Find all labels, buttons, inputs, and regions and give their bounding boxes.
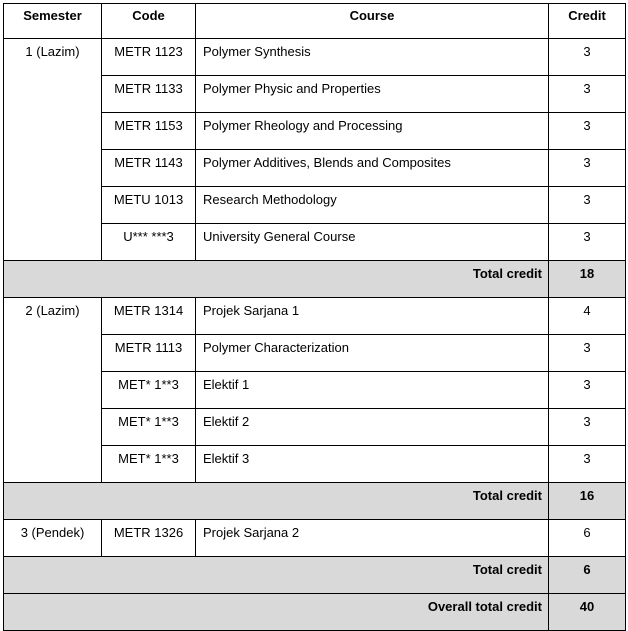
course-credit: 3 (548, 408, 626, 446)
course-code: METU 1013 (101, 186, 196, 224)
course-code: METR 1143 (101, 149, 196, 187)
table-row: METR 1153 Polymer Rheology and Processin… (4, 112, 626, 150)
total-credit-value: 18 (548, 260, 626, 298)
course-name: Polymer Rheology and Processing (195, 112, 549, 150)
overall-total-value: 40 (548, 593, 626, 631)
course-name: Polymer Additives, Blends and Composites (195, 149, 549, 187)
table-row: 3 (Pendek) METR 1326 Projek Sarjana 2 6 (3, 519, 626, 557)
course-credit: 3 (548, 445, 626, 483)
course-credit: 3 (548, 371, 626, 409)
course-code: U*** ***3 (101, 223, 196, 261)
total-credit-value: 16 (548, 482, 626, 520)
table-row: METU 1013 Research Methodology 3 (4, 186, 626, 224)
total-credit-label: Total credit (3, 482, 549, 520)
course-credit: 6 (548, 519, 626, 557)
semester-label: 2 (Lazim) (3, 297, 102, 483)
table-row: U*** ***3 University General Course 3 (4, 223, 626, 261)
course-name: Polymer Physic and Properties (195, 75, 549, 113)
course-name: Polymer Characterization (195, 334, 549, 372)
header-code: Code (101, 3, 196, 39)
total-row: Total credit 16 (3, 482, 626, 520)
course-code: METR 1153 (101, 112, 196, 150)
course-credit: 3 (548, 334, 626, 372)
course-code: MET* 1**3 (101, 371, 196, 409)
course-name: Elektif 1 (195, 371, 549, 409)
table-row: METR 1113 Polymer Characterization 3 (4, 334, 626, 372)
course-code: MET* 1**3 (101, 408, 196, 446)
credit-table: Semester Code Course Credit 1 (Lazim) ME… (3, 3, 626, 631)
course-credit: 3 (548, 75, 626, 113)
course-name: University General Course (195, 223, 549, 261)
total-credit-label: Total credit (3, 556, 549, 594)
overall-total-label: Overall total credit (3, 593, 549, 631)
course-name: Polymer Synthesis (195, 38, 549, 76)
course-code: METR 1326 (101, 519, 196, 557)
course-code: METR 1314 (101, 297, 196, 335)
header-semester: Semester (3, 3, 102, 39)
course-name: Projek Sarjana 2 (195, 519, 549, 557)
semester-label: 3 (Pendek) (3, 519, 102, 557)
total-credit-value: 6 (548, 556, 626, 594)
course-code: MET* 1**3 (101, 445, 196, 483)
header-credit: Credit (548, 3, 626, 39)
semester-label: 1 (Lazim) (3, 38, 102, 261)
total-row: Total credit 18 (3, 260, 626, 298)
course-credit: 4 (548, 297, 626, 335)
table-row: MET* 1**3 Elektif 1 3 (4, 371, 626, 409)
table-row: 1 (Lazim) METR 1123 Polymer Synthesis 3 (3, 38, 626, 261)
course-credit: 3 (548, 149, 626, 187)
course-code: METR 1113 (101, 334, 196, 372)
course-credit: 3 (548, 112, 626, 150)
course-credit: 3 (548, 38, 626, 76)
overall-total-row: Overall total credit 40 (3, 593, 626, 631)
total-credit-label: Total credit (3, 260, 549, 298)
total-row: Total credit 6 (3, 556, 626, 594)
header-course: Course (195, 3, 549, 39)
course-credit: 3 (548, 186, 626, 224)
table-row: 2 (Lazim) METR 1314 Projek Sarjana 1 4 (3, 297, 626, 483)
table-row: METR 1133 Polymer Physic and Properties … (4, 75, 626, 113)
course-credit: 3 (548, 223, 626, 261)
course-name: Elektif 3 (195, 445, 549, 483)
course-code: METR 1133 (101, 75, 196, 113)
table-row: MET* 1**3 Elektif 3 3 (4, 445, 626, 483)
course-name: Research Methodology (195, 186, 549, 224)
table-row: METR 1143 Polymer Additives, Blends and … (4, 149, 626, 187)
header-row: Semester Code Course Credit (3, 3, 626, 39)
course-name: Elektif 2 (195, 408, 549, 446)
course-name: Projek Sarjana 1 (195, 297, 549, 335)
course-code: METR 1123 (101, 38, 196, 76)
